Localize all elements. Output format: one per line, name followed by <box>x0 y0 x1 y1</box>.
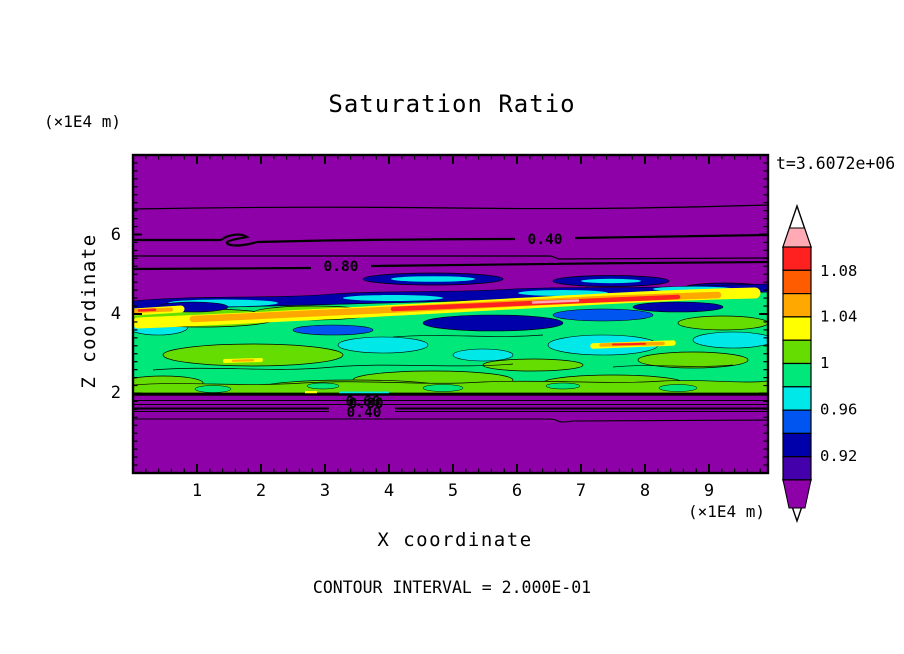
x-tick-label-9: 9 <box>704 481 714 501</box>
y-tick-label-6: 6 <box>111 225 121 245</box>
x-tick-label-6: 6 <box>512 481 522 501</box>
colorbar: 1.08 1.04 1 0.96 0.92 <box>782 203 857 524</box>
page-title: Saturation Ratio <box>328 90 575 118</box>
plot-border <box>131 153 770 475</box>
y-axis-title: Z coordinate <box>78 233 100 388</box>
plot-area: 0.40 0.80 0.60 0.80 0.40 <box>131 153 770 475</box>
x-tick-label-4: 4 <box>384 481 394 501</box>
contour-interval-caption: CONTOUR INTERVAL = 2.000E-01 <box>313 578 591 597</box>
x-tick-label-3: 3 <box>320 481 330 501</box>
x-tick-label-7: 7 <box>576 481 586 501</box>
lower-contour-lines <box>133 393 768 423</box>
x-tick-label-2: 2 <box>256 481 266 501</box>
contour-label-040-lower: 0.40 <box>347 405 382 421</box>
colorbar-label-1.08: 1.08 <box>820 262 857 280</box>
upper-contour-lines <box>133 204 768 271</box>
label-mask <box>311 259 371 274</box>
y-tick-label-4: 4 <box>111 304 121 324</box>
x-tick-label-1: 1 <box>192 481 202 501</box>
x-axis-unit-label: (×1E4 m) <box>688 502 765 521</box>
x-tick-label-5: 5 <box>448 481 458 501</box>
colorbar-label-1: 1 <box>820 354 829 372</box>
colorbar-label-1.04: 1.04 <box>820 308 857 326</box>
contour-label-080-lower: 0.80 <box>349 396 384 412</box>
colorbar-label-0.96: 0.96 <box>820 401 857 419</box>
colorbar-bottom-arrow-fill <box>782 479 812 509</box>
cloud-layer <box>133 283 768 395</box>
label-mask <box>515 232 575 247</box>
x-axis-title: X coordinate <box>377 529 532 551</box>
y-tick-label-2: 2 <box>111 383 121 403</box>
x-tick-label-8: 8 <box>640 481 650 501</box>
supersaturated-streak <box>133 287 761 363</box>
contour-label-080-upper: 0.80 <box>324 259 359 275</box>
contour-label-060-lower: 0.60 <box>346 394 381 410</box>
colorbar-top-arrow-fill <box>782 227 812 248</box>
colorbar-cells <box>782 246 812 481</box>
time-annotation: t=3.6072e+06 <box>776 154 895 173</box>
colorbar-label-0.92: 0.92 <box>820 447 857 465</box>
contour-label-040-upper: 0.40 <box>528 232 563 248</box>
y-axis-unit-label: (×1E4 m) <box>44 112 121 131</box>
